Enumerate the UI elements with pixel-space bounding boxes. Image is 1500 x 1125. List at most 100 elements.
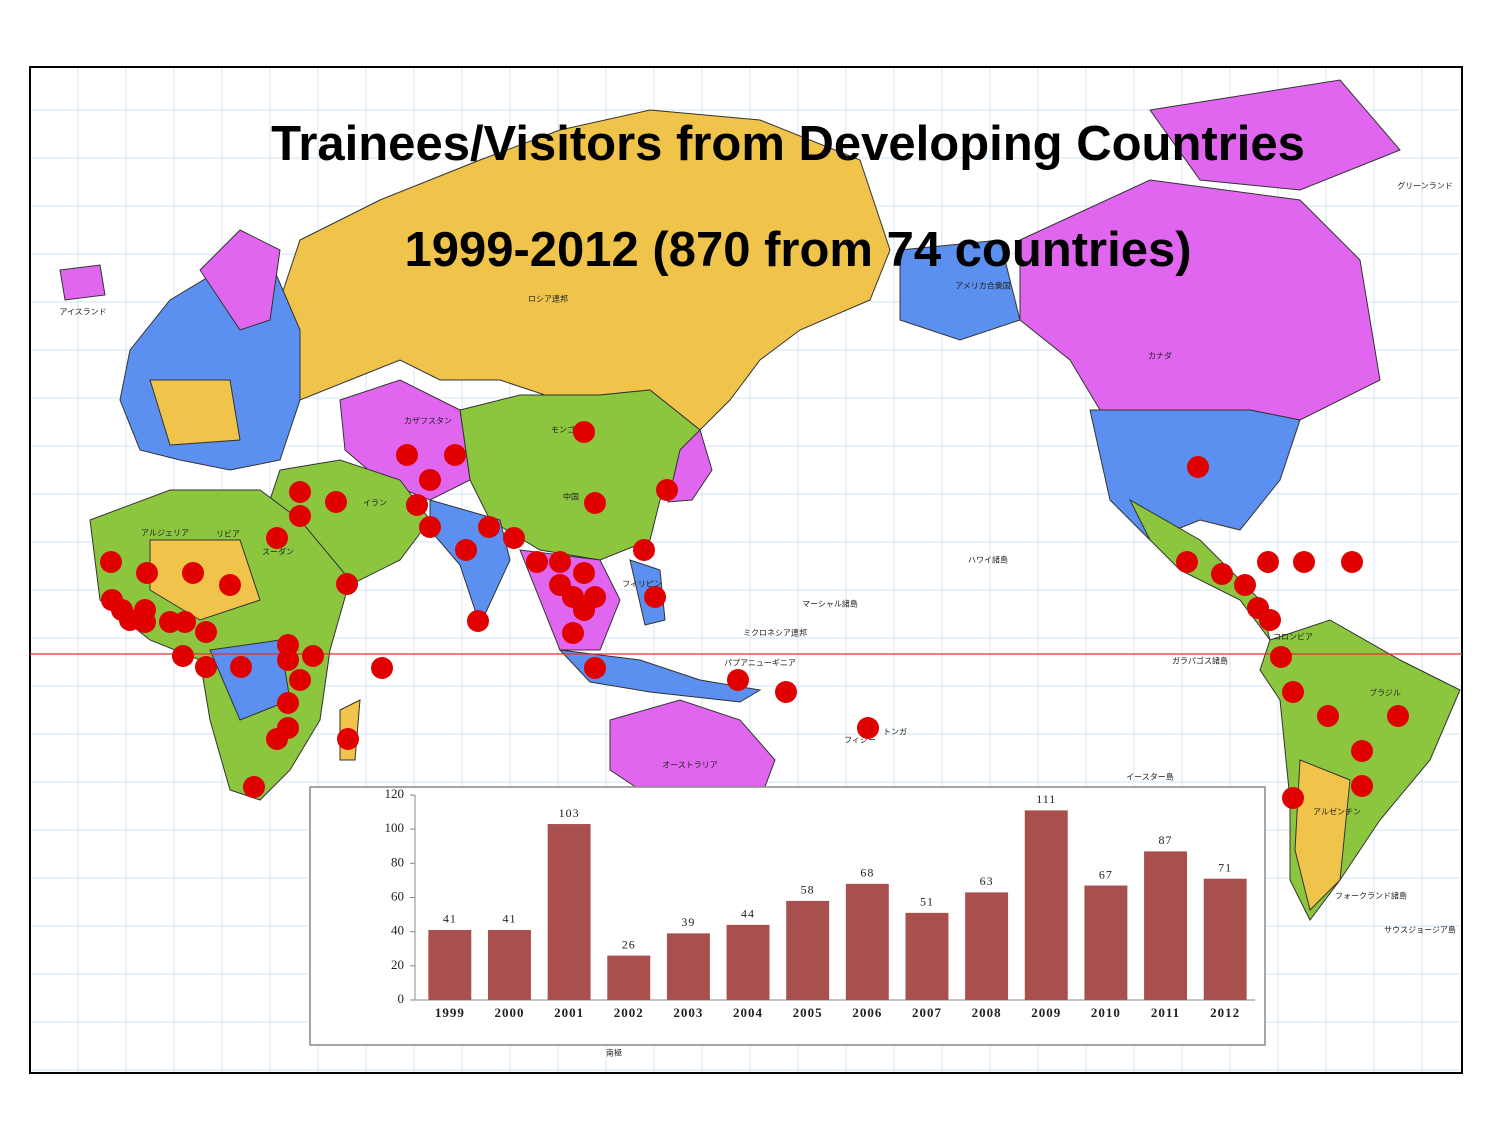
map-dot (182, 562, 204, 584)
bar (428, 929, 472, 1000)
bar (905, 912, 949, 1000)
map-label: ガラパゴス諸島 (1172, 656, 1228, 666)
land (1128, 498, 1271, 641)
map-label: カナダ (1148, 351, 1172, 361)
map-dot (195, 656, 217, 678)
x-tick-label: 2005 (793, 1005, 823, 1020)
map-dot (1282, 787, 1304, 809)
map-dot (277, 692, 299, 714)
map-dot (337, 728, 359, 750)
x-tick-label: 2001 (554, 1005, 584, 1020)
land (269, 109, 891, 431)
map-dot (336, 573, 358, 595)
x-tick-label: 2007 (912, 1005, 942, 1020)
map-dot (1341, 551, 1363, 573)
value-label: 41 (443, 912, 457, 926)
value-label: 103 (559, 806, 580, 820)
map-dot (1176, 551, 1198, 573)
x-tick-label: 1999 (435, 1005, 465, 1020)
land (149, 379, 241, 446)
map-dot (266, 728, 288, 750)
land (899, 239, 1021, 341)
x-tick-label: 2002 (614, 1005, 644, 1020)
map-dot (1351, 740, 1373, 762)
map-label: リビア (216, 530, 240, 539)
map-label: アイスランド (59, 308, 106, 317)
land (1294, 759, 1351, 911)
value-label: 111 (1036, 792, 1056, 806)
map-dot (562, 622, 584, 644)
map-label: モンゴル (551, 425, 583, 435)
map-dot (419, 516, 441, 538)
map-label: 南極 (606, 1048, 622, 1058)
map-dot (656, 479, 678, 501)
map-label: ブラジル (1369, 688, 1401, 698)
map-label: アルジェリア (141, 529, 189, 538)
x-tick-label: 2006 (852, 1005, 882, 1020)
value-label: 39 (681, 915, 695, 929)
map-label: グリーンランド (1397, 181, 1453, 191)
y-tick-label: 0 (398, 991, 405, 1006)
map-dot (1259, 609, 1281, 631)
land (339, 379, 471, 501)
bar (1203, 878, 1247, 1000)
map-dot (1211, 563, 1233, 585)
bar (965, 892, 1009, 1000)
map-dot (289, 669, 311, 691)
map-dot (325, 491, 347, 513)
map-label: フィリピン (622, 580, 662, 589)
map-dot (444, 444, 466, 466)
map-dot (136, 562, 158, 584)
map-dot (644, 586, 666, 608)
map-label: コロンビア (1273, 633, 1313, 642)
map-dot (289, 481, 311, 503)
land (558, 649, 762, 703)
map-dot (230, 656, 252, 678)
value-label: 67 (1099, 867, 1113, 881)
map-dot (396, 444, 418, 466)
map-dots (100, 421, 1409, 809)
x-tick-label: 2004 (733, 1005, 763, 1020)
map-dot (1293, 551, 1315, 573)
map-label: アメリカ合衆国 (955, 281, 1011, 291)
map-dot (172, 645, 194, 667)
land (59, 264, 106, 301)
bar (726, 924, 770, 1000)
map-dot (857, 717, 879, 739)
map-label: オーストラリア (662, 761, 718, 770)
map-dot (243, 776, 265, 798)
map-label: パプアニューギニア (724, 659, 796, 668)
x-tick-label: 2008 (972, 1005, 1002, 1020)
map-dot (266, 527, 288, 549)
map-dot (1282, 681, 1304, 703)
map-dot (1187, 456, 1209, 478)
map-dot (573, 599, 595, 621)
map-label: ロシア連邦 (528, 294, 568, 304)
map-dot (478, 516, 500, 538)
y-tick-label: 80 (391, 854, 404, 869)
value-label: 87 (1159, 833, 1173, 847)
map-dot (573, 421, 595, 443)
map-label: カザフスタン (404, 417, 452, 426)
map-dot (371, 657, 393, 679)
map-dot (302, 645, 324, 667)
map-dot (100, 551, 122, 573)
map-label: イースター島 (1126, 772, 1174, 782)
map-dot (526, 551, 548, 573)
bar (786, 900, 830, 1000)
map-dot (549, 551, 571, 573)
map-label: スーダン (262, 547, 294, 557)
map-label: 中国 (563, 492, 579, 502)
map-dot (1234, 574, 1256, 596)
land (1149, 79, 1401, 191)
map-dot (633, 539, 655, 561)
map-dot (1351, 775, 1373, 797)
map-dot (775, 681, 797, 703)
value-label: 26 (622, 937, 636, 951)
map-dot (455, 539, 477, 561)
map-dot (195, 621, 217, 643)
x-tick-label: 2009 (1031, 1005, 1061, 1020)
title: Trainees/Visitors from Developing Countr… (271, 117, 1305, 171)
